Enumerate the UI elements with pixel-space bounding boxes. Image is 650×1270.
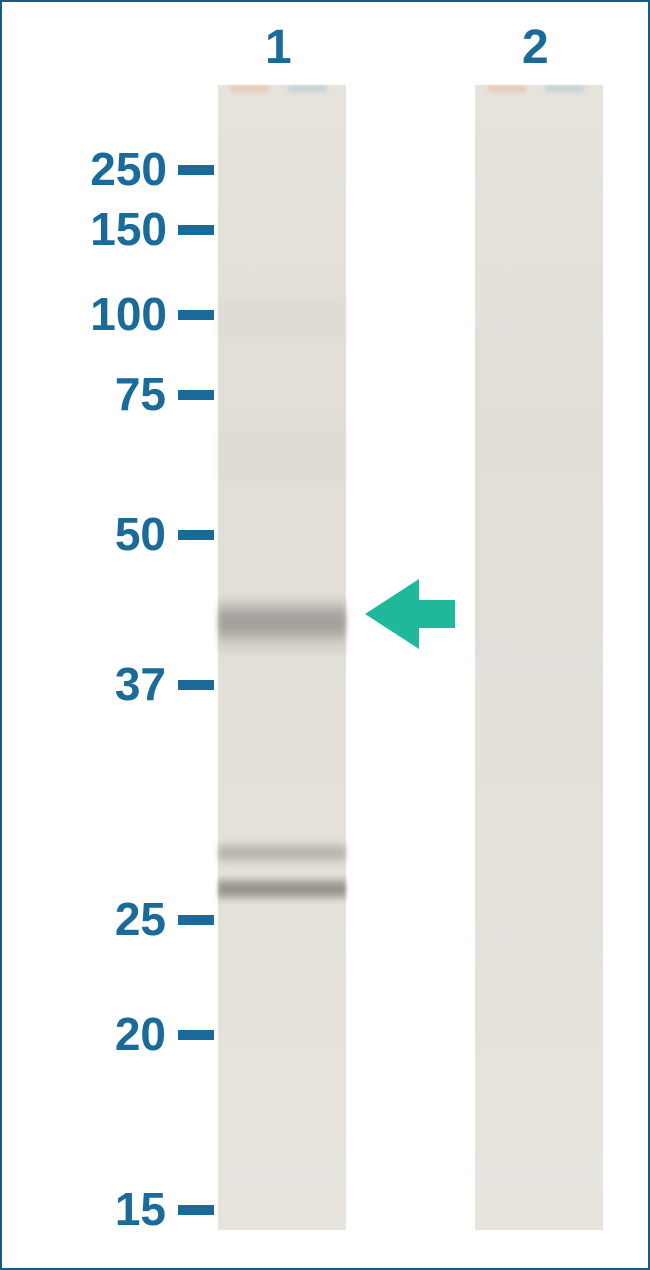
mw-marker-tick — [178, 680, 214, 690]
lane-top-artifact — [488, 86, 526, 92]
mw-marker-label: 150 — [55, 202, 167, 256]
mw-marker-tick — [178, 1030, 214, 1040]
mw-marker-tick — [178, 915, 214, 925]
lane-2-label: 2 — [522, 20, 549, 75]
faint-band — [218, 430, 346, 480]
mw-marker-label: 250 — [55, 142, 167, 196]
mw-marker-tick — [178, 310, 214, 320]
lane-1 — [218, 85, 346, 1230]
arrow-stem — [419, 600, 455, 628]
blot-band — [218, 640, 346, 658]
blot-band — [218, 840, 346, 866]
lane-2 — [475, 85, 603, 1230]
lane-1-label: 1 — [265, 20, 292, 75]
arrow-head — [365, 579, 419, 649]
mw-marker-label: 75 — [80, 367, 166, 421]
mw-marker-tick — [178, 165, 214, 175]
mw-marker-label: 37 — [80, 657, 166, 711]
mw-marker-label: 25 — [80, 892, 166, 946]
blot-figure: 1 2 250 150 100 75 50 37 25 20 15 — [0, 0, 650, 1270]
mw-marker-label: 20 — [80, 1007, 166, 1061]
lane-top-artifact — [545, 86, 583, 92]
mw-marker-label: 15 — [80, 1182, 166, 1236]
lane-top-artifact — [231, 86, 269, 92]
mw-marker-tick — [178, 1205, 214, 1215]
mw-marker-label: 100 — [55, 287, 167, 341]
mw-marker-tick — [178, 530, 214, 540]
mw-marker-tick — [178, 390, 214, 400]
mw-marker-label: 50 — [80, 507, 166, 561]
faint-band — [218, 300, 346, 340]
blot-band — [218, 875, 346, 903]
mw-marker-tick — [178, 225, 214, 235]
lane-top-artifact — [288, 86, 326, 92]
